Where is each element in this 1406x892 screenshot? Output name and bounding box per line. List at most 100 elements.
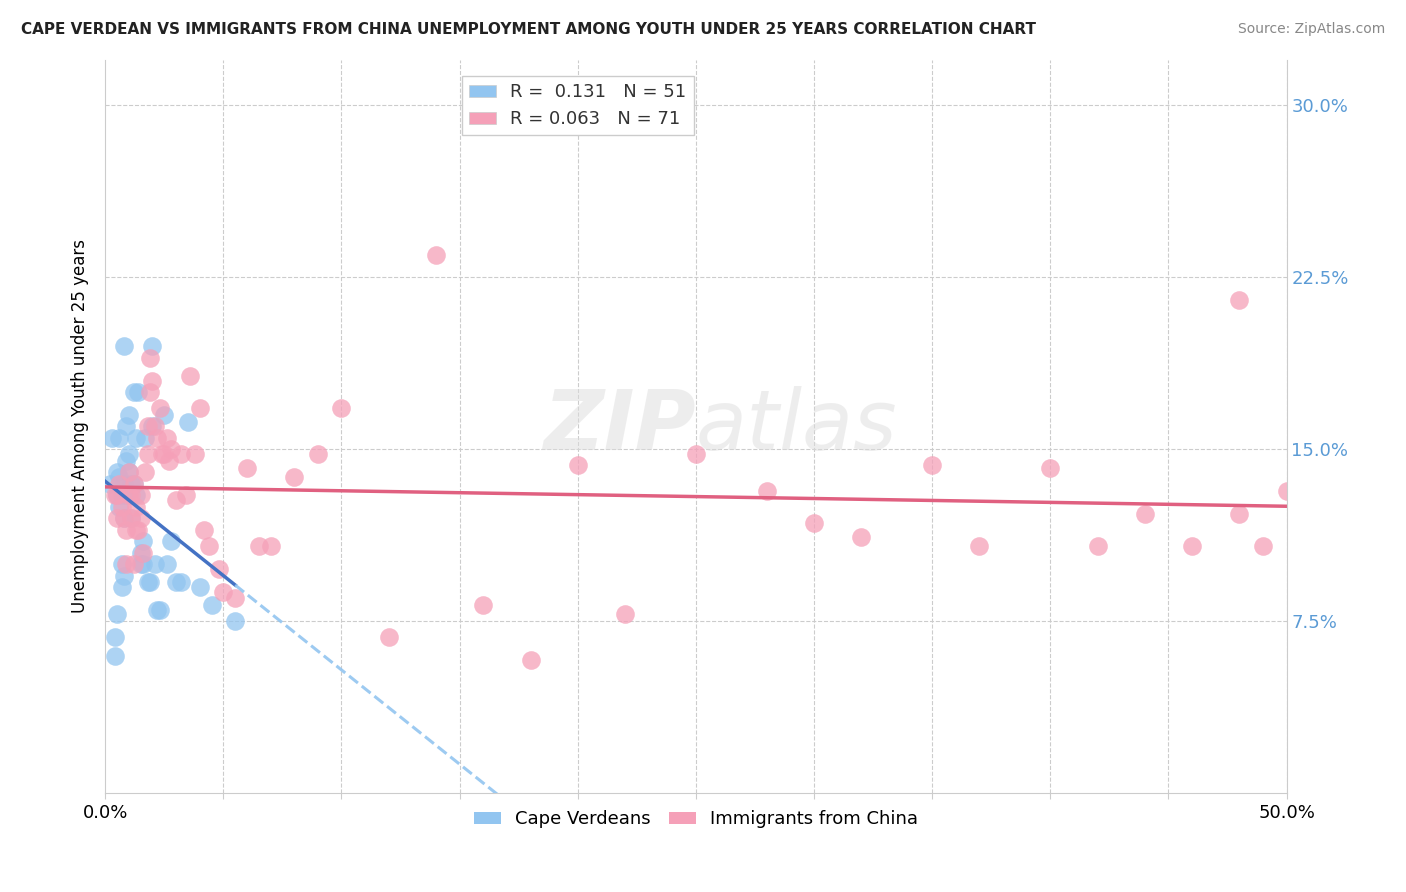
Point [200, 599, 222, 613]
Point [105, 607, 128, 622]
Point [115, 557, 138, 571]
Point [136, 419, 159, 434]
Point [134, 466, 156, 480]
Point [125, 488, 148, 502]
Point [129, 488, 152, 502]
Point [118, 408, 141, 422]
Point [129, 557, 152, 571]
Point [115, 523, 138, 537]
Point [120, 511, 142, 525]
Point [156, 557, 179, 571]
Point [105, 466, 128, 480]
Point [165, 575, 187, 590]
Point [118, 466, 141, 480]
Point [111, 557, 134, 571]
Point [139, 385, 162, 400]
Point [118, 488, 141, 502]
Point [108, 431, 131, 445]
Point [104, 488, 127, 502]
Point [141, 339, 163, 353]
Point [1227, 293, 1250, 308]
Point [1275, 483, 1298, 498]
Y-axis label: Unemployment Among Youth under 25 years: Unemployment Among Youth under 25 years [72, 239, 89, 614]
Point [139, 351, 162, 365]
Point [122, 476, 145, 491]
Point [160, 534, 183, 549]
Point [127, 385, 149, 400]
Point [224, 615, 246, 629]
Point [148, 401, 170, 416]
Point [1133, 507, 1156, 521]
Point [112, 511, 135, 525]
Point [259, 539, 281, 553]
Point [136, 447, 159, 461]
Point [105, 488, 128, 502]
Point [148, 603, 170, 617]
Point [118, 466, 141, 480]
Text: CAPE VERDEAN VS IMMIGRANTS FROM CHINA UNEMPLOYMENT AMONG YOUTH UNDER 25 YEARS CO: CAPE VERDEAN VS IMMIGRANTS FROM CHINA UN… [21, 22, 1036, 37]
Point [105, 488, 128, 502]
Text: Source: ZipAtlas.com: Source: ZipAtlas.com [1237, 22, 1385, 37]
Point [157, 454, 180, 468]
Point [755, 483, 778, 498]
Point [104, 631, 127, 645]
Point [108, 470, 131, 484]
Point [614, 607, 637, 622]
Point [115, 419, 138, 434]
Point [425, 247, 447, 261]
Point [112, 339, 135, 353]
Point [851, 529, 873, 543]
Text: ZIP: ZIP [543, 386, 696, 467]
Point [122, 476, 145, 491]
Point [1087, 539, 1109, 553]
Point [247, 539, 270, 553]
Point [519, 653, 541, 667]
Point [188, 401, 211, 416]
Point [165, 492, 187, 507]
Point [108, 476, 131, 491]
Point [122, 385, 145, 400]
Point [141, 374, 163, 388]
Point [127, 523, 149, 537]
Point [170, 575, 193, 590]
Point [198, 539, 221, 553]
Point [160, 442, 183, 457]
Point [112, 476, 135, 491]
Point [150, 447, 173, 461]
Point [143, 557, 166, 571]
Point [1251, 539, 1274, 553]
Point [104, 648, 127, 663]
Point [207, 561, 229, 575]
Point [132, 545, 155, 559]
Point [105, 511, 128, 525]
Point [224, 591, 246, 606]
Point [179, 369, 201, 384]
Point [146, 603, 169, 617]
Legend: Cape Verdeans, Immigrants from China: Cape Verdeans, Immigrants from China [467, 803, 925, 836]
Point [125, 500, 148, 514]
Point [1039, 460, 1062, 475]
Point [98, 476, 121, 491]
Point [567, 458, 589, 473]
Point [120, 476, 142, 491]
Point [193, 523, 215, 537]
Point [153, 447, 176, 461]
Point [101, 431, 124, 445]
Point [111, 488, 134, 502]
Point [153, 408, 176, 422]
Point [120, 511, 142, 525]
Point [143, 419, 166, 434]
Point [377, 631, 399, 645]
Point [141, 419, 163, 434]
Point [146, 431, 169, 445]
Point [330, 401, 353, 416]
Point [125, 431, 148, 445]
Point [118, 447, 141, 461]
Point [1181, 539, 1204, 553]
Point [969, 539, 991, 553]
Point [921, 458, 943, 473]
Point [1227, 507, 1250, 521]
Point [803, 516, 825, 530]
Point [174, 488, 197, 502]
Point [108, 500, 131, 514]
